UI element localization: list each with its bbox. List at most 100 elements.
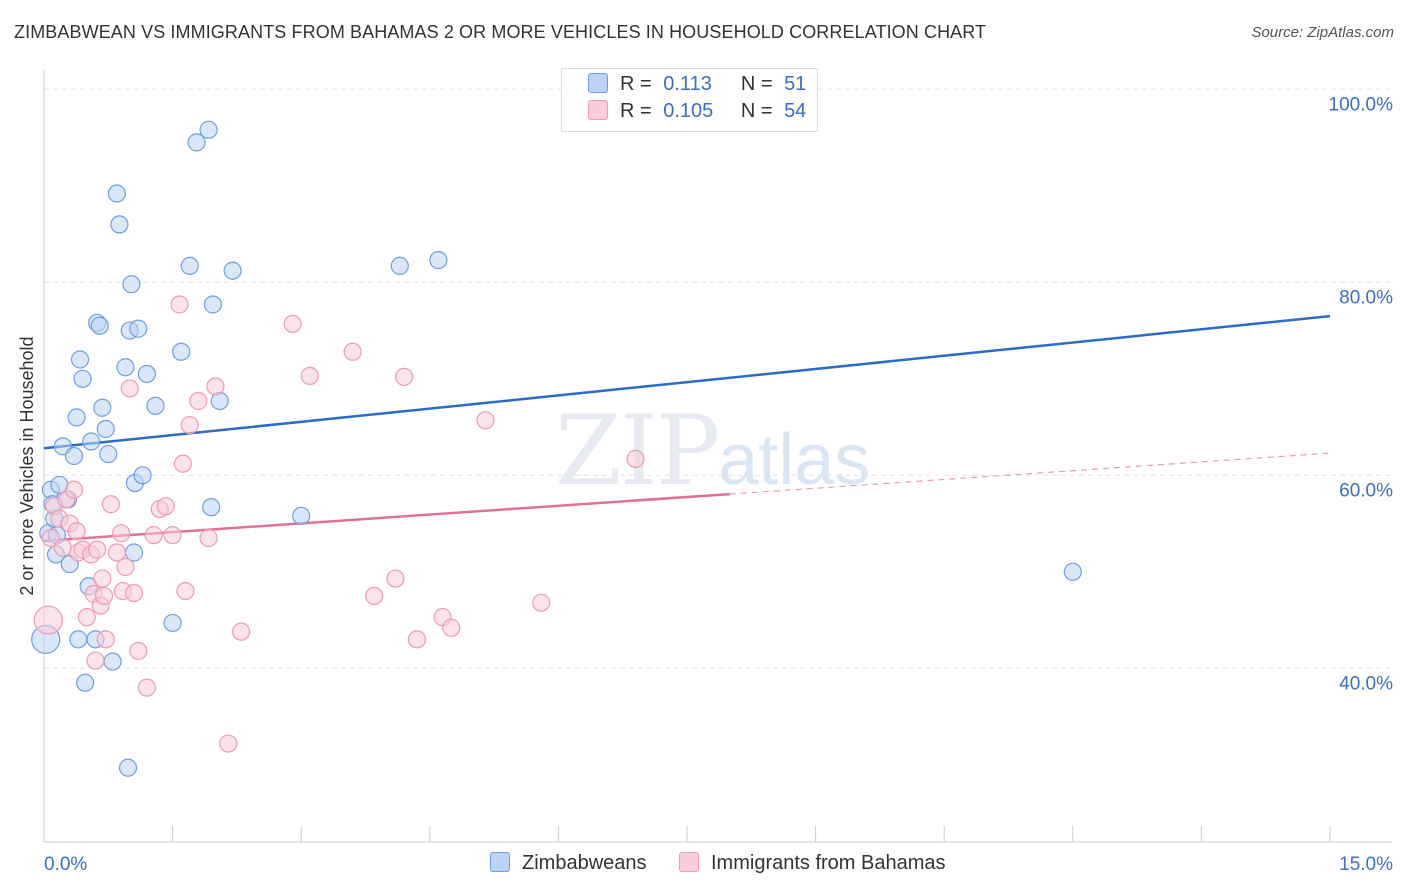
point-zimbabweans: [203, 295, 222, 314]
point-bahamas: [93, 569, 112, 588]
point-zimbabweans: [99, 444, 118, 464]
point-bahamas: [94, 586, 114, 606]
point-zimbabweans: [73, 369, 92, 388]
series-name: Immigrants from Bahamas: [711, 852, 946, 874]
y-tick-label: 100.0%: [1329, 94, 1394, 115]
point-zimbabweans: [180, 256, 199, 275]
point-bahamas: [41, 528, 60, 548]
point-bahamas: [53, 538, 72, 557]
point-zimbabweans: [163, 613, 182, 633]
point-zimbabweans: [82, 432, 101, 451]
legend-swatch-blue: [490, 852, 510, 872]
point-bahamas: [137, 678, 156, 697]
point-zimbabweans: [199, 120, 218, 139]
point-zimbabweans: [96, 419, 115, 439]
trend-line: [43, 314, 1331, 450]
y-tick-label: 60.0%: [1339, 480, 1393, 501]
point-zimbabweans: [202, 498, 221, 517]
point-zimbabweans: [64, 446, 84, 466]
point-zimbabweans: [390, 256, 409, 275]
point-bahamas: [156, 497, 175, 516]
point-bahamas: [199, 528, 218, 548]
point-bahamas: [407, 630, 427, 649]
legend-r-label: R =: [620, 100, 652, 122]
point-bahamas: [96, 630, 115, 649]
point-bahamas: [180, 416, 199, 435]
point-zimbabweans: [146, 396, 165, 415]
point-zimbabweans: [292, 506, 311, 525]
point-bahamas: [386, 569, 405, 588]
data-points: [31, 120, 1082, 777]
legend-n-label: N =: [740, 73, 773, 95]
legend-r-value: 0.105: [663, 100, 714, 122]
legend-r-label: R =: [620, 73, 652, 95]
point-bahamas: [189, 391, 208, 411]
point-bahamas: [173, 454, 192, 473]
point-bahamas: [476, 411, 495, 430]
point-zimbabweans: [133, 466, 152, 485]
legend-r-value: 0.113: [663, 73, 712, 95]
point-bahamas: [163, 526, 182, 545]
point-zimbabweans: [129, 319, 148, 338]
point-bahamas: [107, 543, 126, 562]
point-zimbabweans: [116, 358, 135, 377]
point-bahamas: [129, 641, 148, 661]
trend-line-extension: [729, 452, 1331, 495]
x-tick-label: 15.0%: [1339, 854, 1393, 875]
point-bahamas: [64, 480, 84, 499]
y-tick-label: 80.0%: [1339, 287, 1393, 308]
point-bahamas: [626, 449, 645, 468]
point-bahamas: [88, 540, 107, 559]
series-name: Zimbabweans: [522, 852, 647, 874]
point-zimbabweans: [103, 652, 122, 671]
trend-lines: [43, 314, 1331, 543]
point-zimbabweans: [76, 673, 95, 692]
legend-swatch-pink: [679, 852, 699, 872]
correlation-legend: R = 0.113 N = 51 R = 0.105 N = 54: [561, 68, 818, 132]
point-bahamas: [343, 342, 362, 361]
point-zimbabweans: [110, 215, 129, 234]
y-axis-label: 2 or more Vehicles in Household: [17, 336, 37, 595]
point-zimbabweans: [90, 316, 109, 335]
point-zimbabweans: [69, 630, 88, 649]
legend-n-value: 51: [784, 73, 807, 95]
point-zimbabweans: [172, 342, 191, 361]
point-zimbabweans: [118, 758, 138, 777]
point-bahamas: [170, 295, 189, 314]
point-bahamas: [116, 557, 135, 577]
point-bahamas: [120, 379, 139, 398]
point-zimbabweans: [137, 364, 156, 384]
legend-row-zimbabweans: R = 0.113 N = 51: [588, 73, 806, 99]
y-tick-label: 40.0%: [1339, 673, 1393, 694]
point-zimbabweans: [67, 408, 86, 427]
legend-n-value: 54: [784, 100, 807, 122]
legend-swatch-blue: [588, 73, 608, 93]
tick-labels: 40.0% 60.0% 80.0% 100.0% 0.0% 15.0% 2 or more …: [17, 94, 1393, 875]
series-legend-bahamas: Immigrants from Bahamas: [679, 852, 946, 875]
point-zimbabweans: [122, 275, 141, 294]
point-zimbabweans: [93, 398, 112, 417]
point-bahamas: [124, 583, 144, 603]
x-tick-label: 0.0%: [44, 854, 87, 875]
source-label: Source: ZipAtlas.com: [1251, 24, 1394, 41]
point-bahamas: [532, 593, 551, 612]
axes: [43, 70, 1392, 843]
point-bahamas: [86, 651, 105, 670]
legend-swatch-pink: [588, 100, 608, 120]
point-bahamas: [112, 524, 131, 543]
point-zimbabweans: [70, 350, 90, 369]
point-zimbabweans: [223, 261, 242, 280]
point-bahamas: [300, 366, 319, 386]
point-bahamas: [394, 367, 414, 386]
point-bahamas: [219, 734, 238, 753]
point-bahamas: [232, 622, 251, 641]
point-bahamas: [206, 377, 225, 396]
legend-n-label: N =: [740, 100, 773, 122]
point-zimbabweans: [429, 251, 448, 270]
chart-title: ZIMBABWEAN VS IMMIGRANTS FROM BAHAMAS 2 …: [14, 22, 987, 42]
point-bahamas: [144, 526, 163, 545]
point-bahamas: [442, 618, 461, 637]
point-zimbabweans: [1063, 562, 1082, 581]
point-bahamas: [283, 314, 302, 333]
